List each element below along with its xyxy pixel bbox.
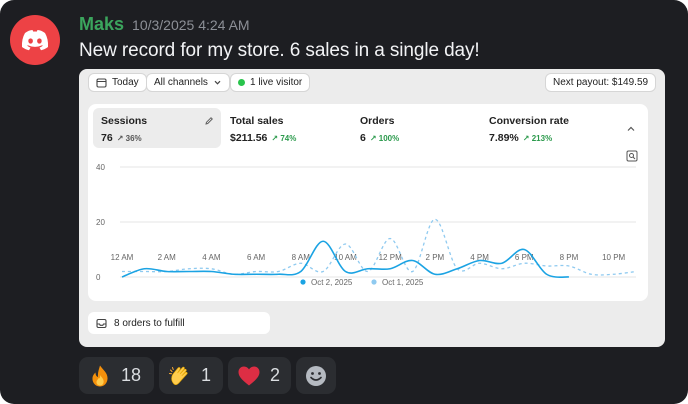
username[interactable]: Maks [79,14,125,34]
metric-change: ↗ 74% [271,134,297,143]
clapping-hands-emoji-icon [169,366,188,385]
reaction-count: 1 [201,365,212,385]
x-tick-label: 4 PM [470,253,489,262]
x-tick-label: 2 AM [158,253,177,262]
metric-conversion-rate[interactable]: Conversion rate 7.89% ↗ 213% [481,108,609,148]
calendar-icon [96,78,107,88]
channel-filter-dropdown[interactable]: All channels [146,73,230,92]
sessions-line-chart: 0 20 40 12 AM 2 AM 4 AM 6 AM 8 AM 10 AM 12 PM 2 PM… [96,163,637,287]
legend-marker [371,279,377,285]
legend-marker [300,279,306,285]
reaction-fire[interactable]: 18 [79,357,154,394]
x-tick-label: 8 PM [560,253,579,262]
date-filter-button[interactable]: Today [88,73,147,92]
analytics-card: Sessions 76 ↗ 36% Total sales $211.56 ↗ … [88,104,648,301]
x-tick-label: 12 AM [111,253,134,262]
add-reaction-button[interactable] [296,357,336,394]
collapse-chevron-icon[interactable] [625,124,637,134]
discord-logo-icon [21,30,49,51]
next-payout-label: Next payout: $149.59 [553,77,649,88]
metric-value: 6 [360,132,366,144]
live-visitors-badge[interactable]: 1 live visitor [230,73,311,92]
metric-value: 76 [101,132,113,144]
channel-filter-label: All channels [154,77,208,88]
metric-change: ↗ 100% [369,134,400,143]
message-header: Maks 10/3/2025 4:24 AM [79,14,250,38]
metric-value: 7.89% [489,132,519,144]
series-line-previous [122,218,637,276]
reaction-count: 2 [270,365,281,385]
metric-total-sales[interactable]: Total sales $211.56 ↗ 74% [222,108,350,148]
reaction-count: 18 [121,365,142,385]
inbox-icon [96,318,107,328]
orders-to-fulfill-button[interactable]: 8 orders to fulfill [88,312,270,334]
reaction-clap[interactable]: 1 [159,357,223,394]
metric-change: ↗ 213% [522,134,553,143]
metric-label: Orders [360,115,395,127]
live-visitors-label: 1 live visitor [250,77,303,88]
metric-label: Conversion rate [489,115,569,127]
metric-label: Sessions [101,115,148,127]
next-payout-button[interactable]: Next payout: $149.59 [545,73,657,92]
x-tick-label: 2 PM [426,253,445,262]
edit-pencil-icon[interactable] [204,116,214,126]
x-tick-label: 4 AM [202,253,221,262]
chevron-down-icon [214,80,221,85]
metric-sessions[interactable]: Sessions 76 ↗ 36% [93,108,221,148]
y-tick-label: 20 [96,218,105,227]
message-text: New record for my store. 6 sales in a si… [79,40,480,61]
legend-label: Oct 1, 2025 [382,278,424,287]
fire-emoji-icon [92,365,108,386]
reaction-heart[interactable]: 2 [228,357,291,394]
orders-to-fulfill-label: 8 orders to fulfill [114,317,185,329]
legend-label: Oct 2, 2025 [311,278,353,287]
x-tick-label: 6 PM [515,253,534,262]
live-dot-icon [238,79,245,86]
zoom-chart-icon[interactable] [626,150,638,162]
metric-value: $211.56 [230,132,268,144]
y-tick-label: 40 [96,163,105,172]
store-dashboard-screenshot: Today All channels 1 live visitor Next p… [79,69,665,347]
x-tick-label: 10 PM [602,253,625,262]
metric-label: Total sales [230,115,284,127]
x-tick-label: 8 AM [292,253,311,262]
x-tick-label: 6 AM [247,253,266,262]
x-tick-label: 12 PM [379,253,402,262]
metric-orders[interactable]: Orders 6 ↗ 100% [352,108,480,148]
date-filter-label: Today [112,77,139,88]
metric-change: ↗ 36% [116,134,142,143]
add-reaction-icon [306,365,326,386]
red-heart-emoji-icon [238,366,260,385]
y-tick-label: 0 [96,273,101,282]
avatar[interactable] [10,15,60,65]
series-line-current [121,240,570,278]
x-tick-label: 10 AM [334,253,357,262]
timestamp: 10/3/2025 4:24 AM [132,17,250,33]
